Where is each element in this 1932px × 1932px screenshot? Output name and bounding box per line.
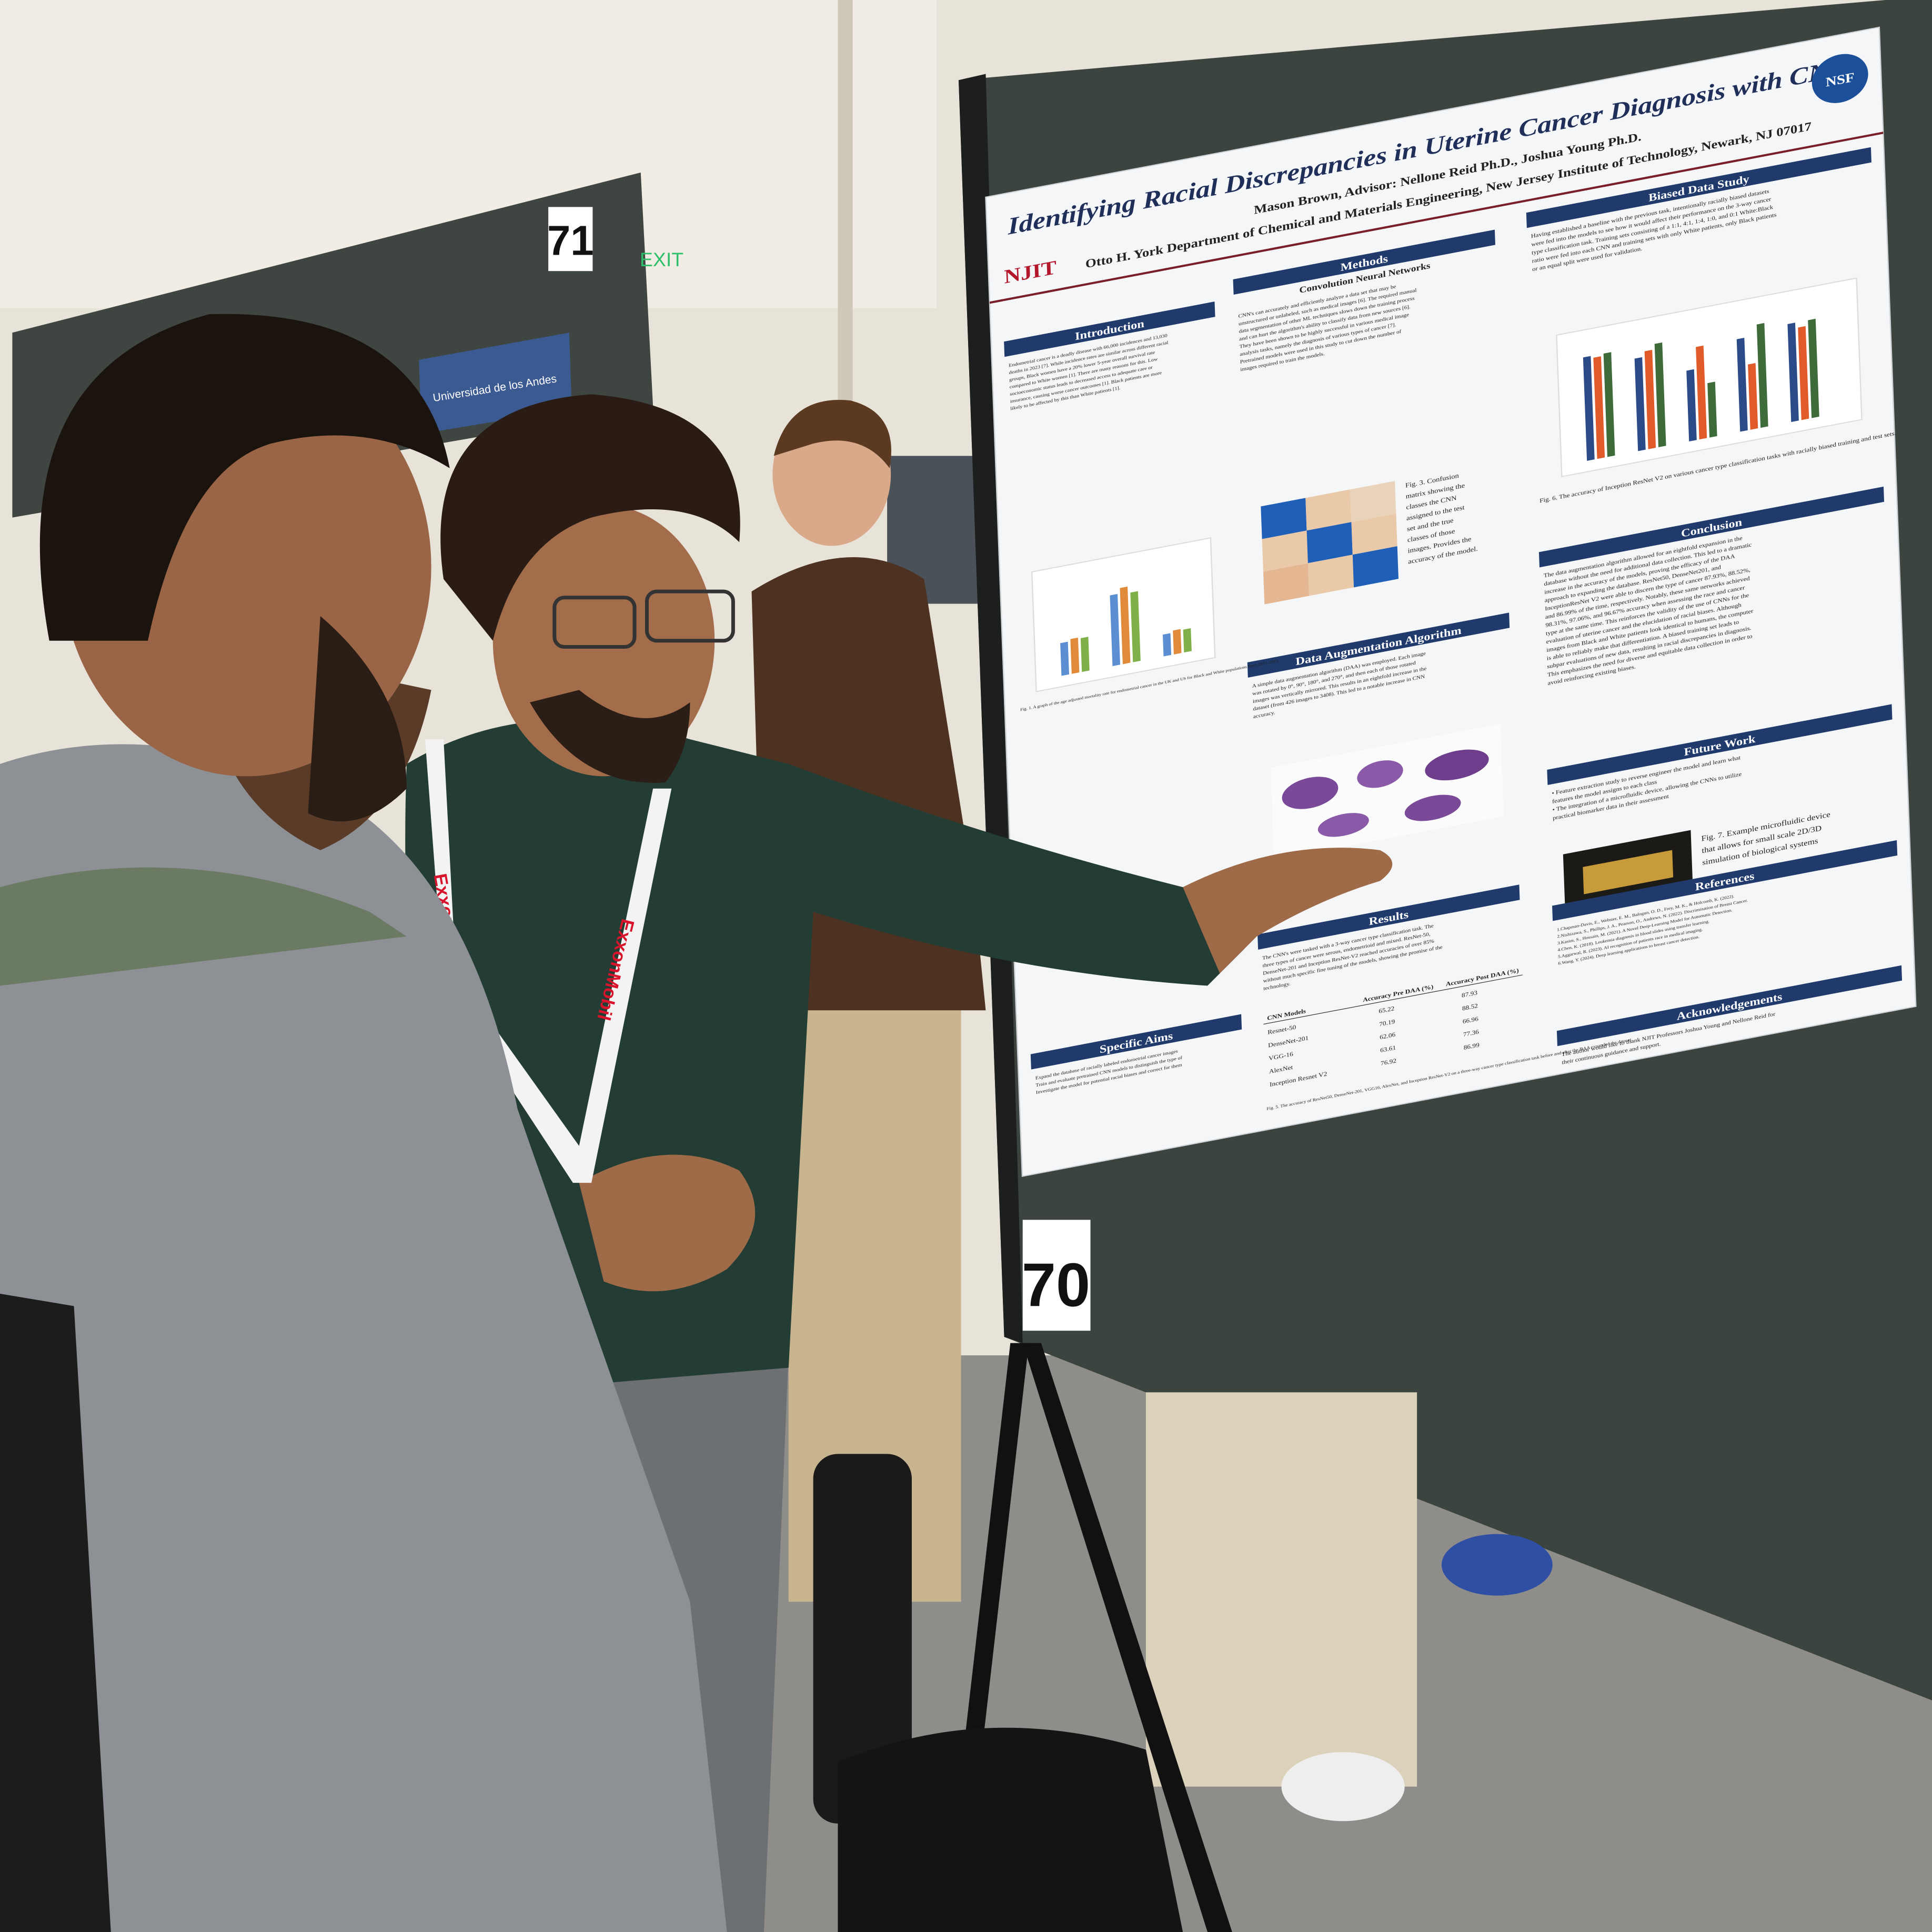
section-heading-bar	[1547, 704, 1893, 785]
section-heading-bar	[1257, 884, 1520, 950]
table-cell: 70.19	[1379, 1018, 1395, 1028]
far-right-person-legs	[1145, 1392, 1553, 1822]
table-cell: 86.99	[1464, 1041, 1480, 1051]
table-cell: 65.22	[1378, 1005, 1394, 1014]
bags	[813, 1454, 1183, 1932]
table-cell: 76.92	[1381, 1057, 1396, 1066]
section-heading-bar	[1004, 301, 1215, 357]
confusion-matrix	[1261, 481, 1399, 605]
header-rule	[989, 132, 1884, 304]
section-heading-bar	[1233, 229, 1495, 295]
table-cell: 87.93	[1462, 989, 1477, 999]
section-heading-bar	[1030, 1014, 1242, 1070]
table-cell: 88.52	[1462, 1002, 1478, 1012]
table-cell: 66.96	[1463, 1015, 1478, 1025]
section-heading-bar	[1526, 147, 1871, 228]
section-heading-bar	[1556, 965, 1903, 1046]
tissue-images	[1270, 723, 1504, 860]
section-heading-bar	[1538, 486, 1885, 568]
board-frame	[958, 74, 1023, 1343]
visitor	[0, 314, 727, 1932]
fig1-chart	[1031, 537, 1216, 692]
booth-sign	[548, 207, 593, 271]
poster: Identifying Racial Discrepancies in Uter…	[985, 26, 1917, 1178]
nsf-logo-disc	[1812, 54, 1868, 103]
table-cell: 63.61	[1380, 1044, 1396, 1054]
section-heading-bar	[1552, 840, 1898, 921]
exit-sign: EXIT	[640, 248, 683, 270]
table-cell: 62.06	[1380, 1031, 1395, 1041]
fig6-chart	[1556, 277, 1863, 478]
table-rule	[1263, 974, 1523, 1025]
booth-number: 70	[1022, 1250, 1090, 1319]
table-cell: 77.36	[1463, 1029, 1479, 1038]
booth-number: 71	[547, 217, 594, 264]
section-heading-bar	[1247, 612, 1510, 678]
